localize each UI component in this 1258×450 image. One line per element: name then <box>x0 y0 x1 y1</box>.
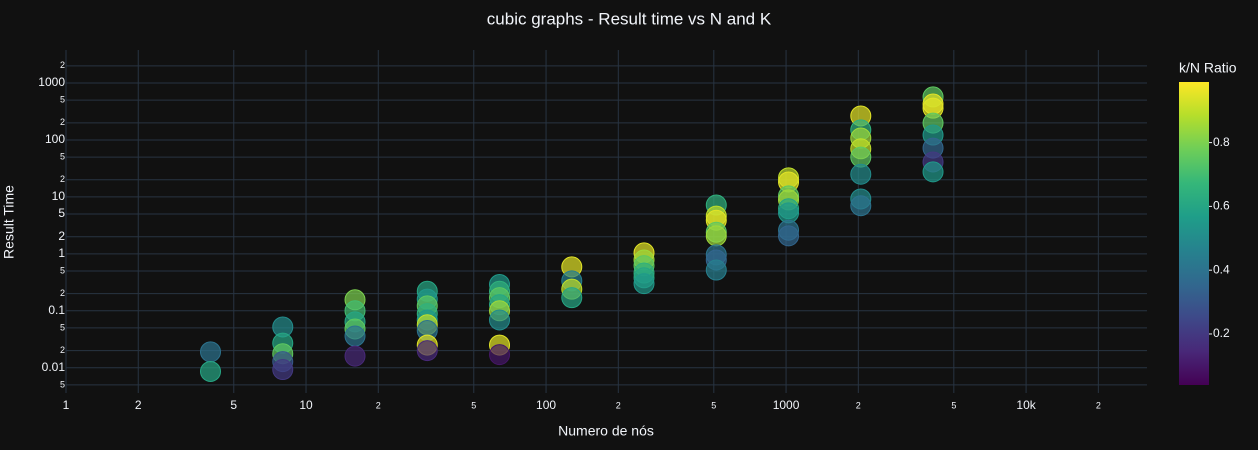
point <box>489 344 511 366</box>
y-tick-label: 2 <box>60 345 65 355</box>
y-tick-label: 2 <box>60 174 65 184</box>
y-tick-label: 2 <box>60 117 65 127</box>
y-tick-label: 5 <box>60 379 65 389</box>
x-tick-label: 2 <box>616 400 621 410</box>
y-tick-label: 10 <box>52 189 66 203</box>
x-tick-label: 1 <box>63 398 70 412</box>
x-tick-label: 5 <box>711 400 716 410</box>
y-tick-label: 1000 <box>38 75 65 89</box>
y-tick-label: 2 <box>60 288 65 298</box>
colorbar-tick-label: 0.4 <box>1213 262 1230 276</box>
x-tick-label: 10k <box>1016 398 1036 412</box>
x-tick-label: 10 <box>299 398 313 412</box>
point <box>344 325 366 347</box>
y-tick-label: 0.01 <box>42 360 66 374</box>
y-tick-label: 5 <box>60 95 65 105</box>
point <box>922 161 944 183</box>
y-tick-label: 0.1 <box>48 303 65 317</box>
point <box>705 225 727 247</box>
x-tick-label: 5 <box>951 400 956 410</box>
y-tick-label: 5 <box>60 151 65 161</box>
colorbar-tick-label: 0.8 <box>1213 135 1230 149</box>
y-tick-label: 5 <box>60 322 65 332</box>
x-tick-label: 5 <box>230 398 237 412</box>
colorbar-tick-label: 0.2 <box>1213 326 1230 340</box>
point <box>272 359 294 381</box>
point <box>705 259 727 281</box>
x-tick-label: 5 <box>471 400 476 410</box>
y-tick-label: 5 <box>60 265 65 275</box>
y-tick-label: 100 <box>45 132 65 146</box>
point <box>416 340 438 362</box>
x-tick-label: 2 <box>376 400 381 410</box>
y-axis-label: Result Time <box>1 185 17 259</box>
colorbar-title: k/N Ratio <box>1179 60 1237 76</box>
point <box>489 309 511 331</box>
colorbar-tick-label: 0.6 <box>1213 199 1230 213</box>
point <box>633 273 655 295</box>
point <box>344 345 366 367</box>
point <box>200 360 222 382</box>
point <box>561 287 583 309</box>
y-tick-label: 1 <box>58 246 65 260</box>
x-tick-label: 1000 <box>773 398 800 412</box>
point <box>850 195 872 217</box>
x-tick-label: 2 <box>1096 400 1101 410</box>
x-tick-label: 2 <box>135 398 142 412</box>
y-tick-label: 2 <box>60 60 65 70</box>
colorbar <box>1179 82 1209 385</box>
point <box>850 163 872 185</box>
x-axis-label: Numero de nós <box>558 423 654 439</box>
y-tick-label: 5 <box>58 206 65 220</box>
chart-title: cubic graphs - Result time vs N and K <box>487 9 772 28</box>
x-tick-label: 100 <box>536 398 556 412</box>
point <box>200 341 222 363</box>
point <box>778 225 800 247</box>
x-tick-label: 2 <box>856 400 861 410</box>
y-tick-label: 2 <box>58 229 65 243</box>
